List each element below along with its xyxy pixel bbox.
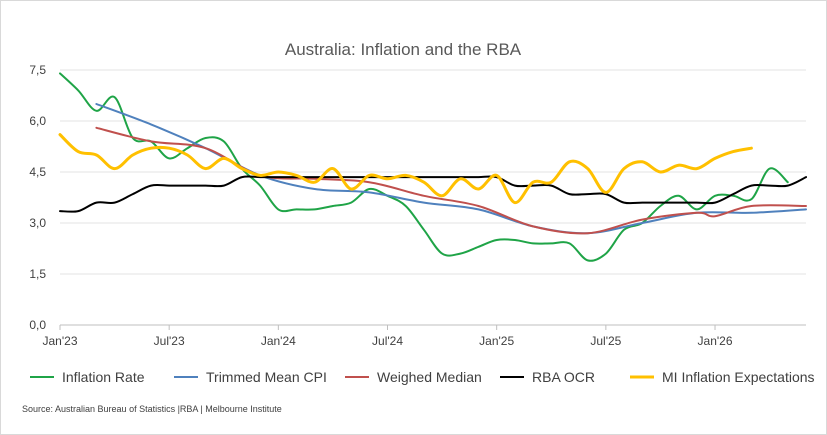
grid [60, 69, 806, 326]
source-note: Source: Australian Bureau of Statistics … [22, 404, 282, 414]
series-line-weighed-median [95, 126, 807, 235]
series-line-inflation-rate [59, 72, 789, 262]
x-tick-label: Jan'24 [261, 334, 296, 348]
legend: Inflation Rate Trimmed Mean CPI Weighed Me… [30, 369, 815, 385]
y-tick-label: 1,5 [29, 267, 46, 281]
x-tick-label: Jul'25 [590, 334, 621, 348]
x-axis: Jan'23 Jul'23 Jan'24 Jul'24 Jan'25 Jul'25 Jan'… [43, 325, 733, 348]
legend-label: Weighed Median [377, 369, 482, 385]
series-line-mi-inflation-expectations [58, 133, 753, 205]
x-tick-label: Jul'23 [154, 334, 185, 348]
legend-label: Trimmed Mean CPI [206, 369, 327, 385]
series-lines [58, 72, 807, 262]
y-tick-label: 6,0 [29, 114, 46, 128]
x-tick-label: Jul'24 [372, 334, 403, 348]
chart-title: Australia: Inflation and the RBA [285, 40, 522, 59]
legend-label: Inflation Rate [62, 369, 145, 385]
x-tick-label: Jan'23 [43, 334, 78, 348]
y-tick-label: 0,0 [29, 318, 46, 332]
y-tick-label: 3,0 [29, 216, 46, 230]
x-tick-label: Jan'26 [698, 334, 733, 348]
legend-label: RBA OCR [532, 369, 595, 385]
y-tick-label: 4,5 [29, 165, 46, 179]
y-tick-label: 7,5 [29, 63, 46, 77]
y-axis: 0,0 1,5 3,0 4,5 6,0 7,5 [29, 63, 46, 332]
legend-label: MI Inflation Expectations [662, 369, 815, 385]
x-tick-label: Jan'25 [479, 334, 514, 348]
series-line-rba-ocr [59, 175, 807, 213]
